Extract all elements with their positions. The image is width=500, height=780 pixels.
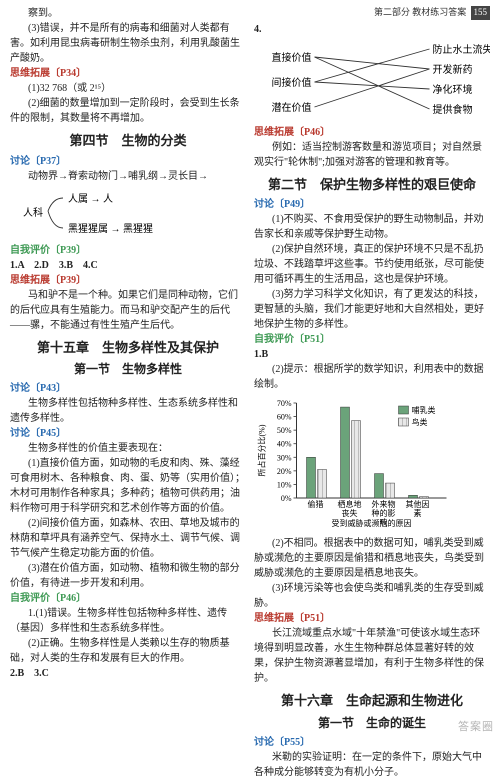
heading-self: 自我评价〔P46〕: [10, 591, 246, 606]
text: (2)不相同。根据表中的数据可知，哺乳类受到威胁或濒危的主要原因是偷猎和栖息地丧…: [254, 536, 490, 581]
svg-text:0%: 0%: [281, 494, 292, 503]
text: 察到。: [10, 6, 246, 21]
text: 马和驴不是一个种。如果它们是同种动物，它们的后代应具有生殖能力。而马和驴交配产生…: [10, 288, 246, 333]
text: (2)正确。生物多样性是人类赖以生存的物质基础，对人类的生存和发展有巨大的作用。: [10, 636, 246, 666]
svg-text:间接价值: 间接价值: [272, 76, 312, 89]
heading-disc: 讨论〔P49〕: [254, 197, 490, 212]
header-part: 第二部分: [374, 7, 410, 17]
heading-self: 自我评价〔P39〕: [10, 243, 246, 258]
svg-text:防止水土流失: 防止水土流失: [433, 43, 491, 56]
svg-text:偷猎: 偷猎: [308, 499, 324, 509]
tree-root-label: 人科: [23, 206, 43, 219]
text: (3)努力学习科学文化知识，有了更发达的科技，更智慧的头脑，我们才能更好地和大自…: [254, 287, 490, 332]
svg-text:开发新药: 开发新药: [433, 63, 473, 76]
text: 生物多样性包括物种多样性、生态系统多样性和遗传多样性。: [10, 396, 246, 426]
answer-row: 1.A 2.D 3.B 4.C: [10, 258, 246, 273]
svg-text:素: 素: [414, 508, 422, 518]
svg-text:净化环境: 净化环境: [433, 83, 473, 96]
svg-text:其他因: 其他因: [406, 499, 430, 509]
svg-text:70%: 70%: [277, 399, 292, 408]
watermark: 答案圈: [458, 719, 494, 736]
section-title: 第一节 生物多样性: [10, 360, 246, 378]
svg-text:鸟类: 鸟类: [412, 417, 428, 427]
chapter-title: 第十五章 生物多样性及其保护: [10, 338, 246, 358]
text: (2)保护自然环境，真正的保护环境不只是不乱扔垃圾、不践踏草坪这些事。节约使用纸…: [254, 242, 490, 287]
svg-text:20%: 20%: [277, 467, 292, 476]
heading-ext: 思维拓展〔P51〕: [254, 611, 490, 626]
svg-text:60%: 60%: [277, 413, 292, 422]
text: 例如：适当控制游客数量和游览项目；对自然景观实行"轮休制";加强对游客的管理和教…: [254, 140, 490, 170]
text: (1)直接价值方面，如动物的毛皮和肉、殊、藻经可食用树木、各种粮食、肉、蛋、奶等…: [10, 456, 246, 516]
svg-text:10%: 10%: [277, 480, 292, 489]
page-number: 155: [471, 6, 491, 20]
heading-disc: 讨论〔P43〕: [10, 381, 246, 396]
text: (3)潜在价值方面，如动物、植物和微生物的部分价值，有待进一步开发和利用。: [10, 561, 246, 591]
heading-self: 自我评价〔P51〕: [254, 332, 490, 347]
page-header: 第二部分 教材练习答案 155: [254, 6, 490, 20]
item-number: 4.: [254, 22, 490, 37]
svg-text:直接价值: 直接价值: [272, 51, 312, 64]
svg-text:50%: 50%: [277, 426, 292, 435]
text: (2)间接价值方面，如森林、农田、草地及城市的林荫和草坪具有涵养空气、保持水土、…: [10, 516, 246, 561]
right-column: 第二部分 教材练习答案 155 4. 直接价值间接价值潜在价值 防止水土流失开发新…: [254, 6, 490, 780]
text: 米勒的实验证明：在一定的条件下，原始大气中各种成分能够转变为有机小分子。: [254, 750, 490, 780]
page: 察到。 (3)错误，并不是所有的病毒和细菌对人类都有害。如利用昆虫病毒研制生物杀…: [0, 0, 500, 780]
text: 长江流域重点水域"十年禁渔"可使该水域生态环境得到明显改善，水生生物种群总体显著…: [254, 626, 490, 686]
value-mapping-diagram: 直接价值间接价值潜在价值 防止水土流失开发新药净化环境提供食物: [254, 37, 490, 122]
svg-text:潜在价值: 潜在价值: [272, 101, 312, 114]
section-title: 第四节 生物的分类: [10, 131, 246, 151]
svg-text:30%: 30%: [277, 453, 292, 462]
svg-text:所占百分比(%): 所占百分比(%): [257, 424, 267, 476]
section-title: 第一节 生命的诞生: [254, 714, 490, 732]
svg-text:受到威胁或濒危的原因: 受到威胁或濒危的原因: [332, 518, 412, 528]
svg-text:栖息地: 栖息地: [338, 499, 362, 509]
tree-branch-label: 黑猩猩属 → 黑猩猩: [68, 223, 153, 235]
heading-ext: 思维拓展〔P39〕: [10, 273, 246, 288]
text: (2)提示：根据所学的数学知识，利用表中的数据绘制。: [254, 362, 490, 392]
text: (3)错误，并不是所有的病毒和细菌对人类都有害。如利用昆虫病毒研制生物杀虫剂，利…: [10, 21, 246, 66]
threat-bar-chart: 0% 10% 20% 30% 40% 50% 60% 70% 所占百分比(%) 偷猎 栖息地丧失 外来…: [254, 395, 490, 530]
left-column: 察到。 (3)错误，并不是所有的病毒和细菌对人类都有害。如利用昆虫病毒研制生物杀…: [10, 6, 246, 780]
chapter-title: 第十六章 生命起源和生物进化: [254, 691, 490, 711]
svg-text:提供食物: 提供食物: [433, 103, 473, 116]
text: (3)环境污染等也会使鸟类和哺乳类的生存受到威胁。: [254, 581, 490, 611]
svg-text:哺乳类: 哺乳类: [412, 405, 436, 415]
heading-disc: 讨论〔P55〕: [254, 735, 490, 750]
heading-disc: 讨论〔P45〕: [10, 426, 246, 441]
header-label: 教材练习答案: [412, 7, 466, 17]
section-title: 第二节 保护生物多样性的艰巨使命: [254, 175, 490, 195]
text: (2)细菌的数量增加到一定阶段时，会受到生长条件的限制，其数量将不再增加。: [10, 96, 246, 126]
text: (1)32 768（或 2¹⁵）: [10, 81, 246, 96]
svg-text:种的影: 种的影: [372, 508, 396, 518]
text: (1)不购买、不食用受保护的野生动物制品，并劝告家长和亲戚等保护野生动物。: [254, 212, 490, 242]
svg-text:40%: 40%: [277, 440, 292, 449]
heading-ext: 思维拓展〔P34〕: [10, 66, 246, 81]
heading-disc: 讨论〔P37〕: [10, 154, 246, 169]
answer-row: 2.B 3.C: [10, 666, 246, 681]
tree-branch-label: 人属 → 人: [68, 193, 113, 205]
text: 动物界→脊索动物门→哺乳纲→灵长目→: [10, 169, 246, 184]
taxonomy-tree-diagram: 人科 人属 → 人 黑猩猩属 → 黑猩猩: [10, 186, 246, 241]
answer-row: 1.B: [254, 347, 490, 362]
svg-text:外来物: 外来物: [372, 499, 396, 509]
text: 1.(1)错误。生物多样性包括物种多样性、遗传（基因）多样性和生态系统多样性。: [10, 606, 246, 636]
heading-ext: 思维拓展〔P46〕: [254, 125, 490, 140]
text: 生物多样性的价值主要表现在：: [10, 441, 246, 456]
svg-text:丧失: 丧失: [342, 508, 358, 518]
